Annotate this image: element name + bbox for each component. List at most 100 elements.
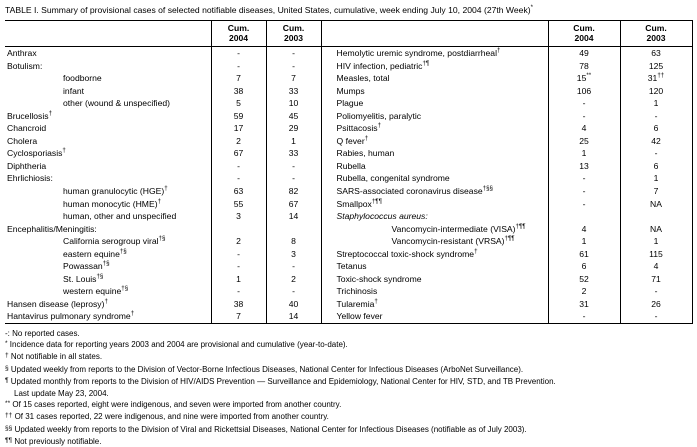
footnote: ¶ Updated monthly from reports to the Di… — [5, 376, 556, 386]
disease-label: Vancomycin-resistant (VRSA)†¶¶ — [391, 235, 515, 247]
table-row: Hantavirus pulmonary syndrome† 7 14 Yellow … — [5, 310, 693, 324]
value-cum-2003: 40 — [265, 297, 322, 311]
value-cum-2003: 31†† — [619, 72, 693, 85]
year-label: 2003 — [646, 32, 666, 43]
disease-label: Rubella, congenital syndrome — [336, 173, 450, 184]
value-cum-2003: NA — [619, 197, 693, 211]
cum-label: Cum. — [227, 23, 250, 33]
disease-label: Vancomycin-intermediate (VISA)†¶¶ — [391, 222, 526, 234]
disease-label: foodborne — [63, 73, 102, 84]
table-row: Ehrlichiosis: - - Rubella, congenital syndr… — [5, 172, 693, 186]
footnote-marker: ** — [5, 400, 11, 408]
disease-label: Hantavirus pulmonary syndrome† — [7, 310, 135, 322]
value-cum-2003: 1 — [619, 235, 693, 248]
footnote: * Incidence data for reporting years 200… — [5, 340, 348, 350]
value-cum-2004: - — [210, 285, 266, 298]
disease-label: human granulocytic (HGE)† — [63, 185, 168, 197]
value-cum-2003: 1 — [619, 97, 693, 110]
table-row: eastern equine†§ -3 Streptococcal toxic-sh… — [5, 247, 693, 261]
value-cum-2004: - — [547, 197, 620, 211]
table-row: human granulocytic (HGE)† 63 82 SARS-associ… — [5, 185, 693, 198]
value-cum-2004: - — [210, 247, 266, 261]
year-label: 2004 — [574, 32, 594, 43]
disease-label: St. Louis†§ — [63, 272, 104, 284]
value-cum-2003: 2 — [265, 272, 322, 286]
value-cum-2003: 1 — [619, 172, 693, 186]
disease-label: Rabies, human — [336, 148, 395, 159]
value-cum-2004: 2 — [547, 285, 620, 298]
disease-label: Streptococcal toxic-shock syndrome† — [336, 247, 478, 259]
value-cum-2004: 25 — [547, 134, 620, 148]
table-row: human monocytic (HME)† 55 67 Smallpox†¶¶ - NA — [5, 197, 693, 211]
disease-label: Measles, total — [336, 73, 390, 84]
value-cum-2003: 7 — [265, 72, 322, 85]
footnote-continuation: Last update May 23, 2004. — [14, 389, 109, 399]
value-cum-2003: 33 — [265, 84, 322, 98]
table-title: TABLE I. Summary of provisional cases of… — [5, 4, 534, 15]
value-cum-2004: 4 — [547, 222, 620, 236]
value-cum-2003: 42 — [619, 134, 693, 148]
disease-label: infant — [63, 85, 85, 96]
disease-label: Hemolytic uremic syndrome, postdiarrheal… — [336, 47, 501, 58]
value-cum-2003: - — [265, 285, 322, 298]
value-cum-2003: 1 — [265, 134, 322, 148]
value-cum-2004: 1 — [210, 272, 266, 286]
value-cum-2003: - — [619, 109, 693, 123]
value-cum-2004: 67 — [210, 147, 266, 160]
value-cum-2004: 63 — [210, 185, 266, 198]
disease-label: Brucellosis† — [7, 109, 53, 121]
value-cum-2003: - — [265, 260, 322, 273]
value-cum-2004: 31 — [547, 297, 620, 311]
value-cum-2004: - — [210, 159, 266, 173]
value-cum-2004 — [547, 210, 620, 223]
disease-label: Mumps — [336, 85, 365, 96]
value-cum-2004: 1 — [547, 147, 620, 160]
value-cum-2003: 33 — [265, 147, 322, 160]
disease-label: human monocytic (HME)† — [63, 197, 162, 209]
value-cum-2003: - — [265, 59, 322, 73]
table-row: Powassan†§ - - Tetanus 6 4 — [5, 260, 693, 273]
value-cum-2004: 2 — [210, 235, 266, 248]
value-cum-2003: 8 — [265, 235, 322, 248]
table-row: human, other and unspecified 3 14 Staphyloc… — [5, 210, 693, 223]
disease-label: Ehrlichiosis: — [7, 173, 53, 184]
footnote: † Not notifiable in all states. — [5, 352, 103, 362]
footnote-marker: -: — [5, 329, 10, 339]
disease-label: Chancroid — [7, 123, 47, 134]
value-cum-2004: - — [547, 109, 620, 123]
value-cum-2004: 15** — [547, 72, 620, 85]
disease-label: Cyclosporiasis† — [7, 147, 66, 159]
value-cum-2004: 17 — [210, 122, 266, 135]
header-row: Cum. 2004 Cum. 2003 Cum. 2004 Cum. 2003 — [5, 20, 693, 47]
value-cum-2004: - — [210, 59, 266, 73]
footnote-marker: † — [5, 352, 9, 360]
value-cum-2004: 2 — [210, 134, 266, 148]
year-label: 2003 — [283, 32, 304, 43]
value-cum-2003: - — [619, 147, 693, 160]
value-cum-2003: 4 — [619, 260, 693, 273]
year-label: 2004 — [228, 32, 249, 43]
value-cum-2003: - — [265, 172, 322, 186]
table-row: Anthrax - - Hemolytic uremic syndrome, post… — [5, 46, 693, 60]
value-cum-2004: 7 — [210, 72, 266, 85]
table-row: western equine†§ - - Trichinosis 2- — [5, 285, 693, 298]
disease-label: other (wound & unspecified) — [63, 98, 171, 109]
value-cum-2003: 45 — [265, 109, 322, 123]
value-cum-2003: 120 — [619, 84, 693, 98]
value-cum-2004: - — [547, 185, 620, 198]
footnote-marker: ¶ — [5, 376, 9, 384]
value-cum-2004: 55 — [210, 197, 266, 211]
disease-label: Encephalitis/Meningitis: — [7, 223, 97, 234]
col-header-disease-right — [321, 20, 548, 47]
table-row: foodborne 7 7 Measles, total 15** 31†† — [5, 72, 693, 85]
value-cum-2004: - — [210, 46, 266, 60]
value-cum-2003 — [619, 210, 693, 223]
cum-label: Cum. — [645, 23, 667, 33]
disease-label: Cholera — [7, 135, 38, 146]
value-cum-2004: - — [210, 260, 266, 273]
footnote-marker: ¶¶ — [5, 436, 13, 444]
value-cum-2004: 13 — [547, 159, 620, 173]
disease-label: Toxic-shock syndrome — [336, 273, 422, 284]
table-row: Cyclosporiasis† 67 33 Rabies, human 1- — [5, 147, 693, 160]
